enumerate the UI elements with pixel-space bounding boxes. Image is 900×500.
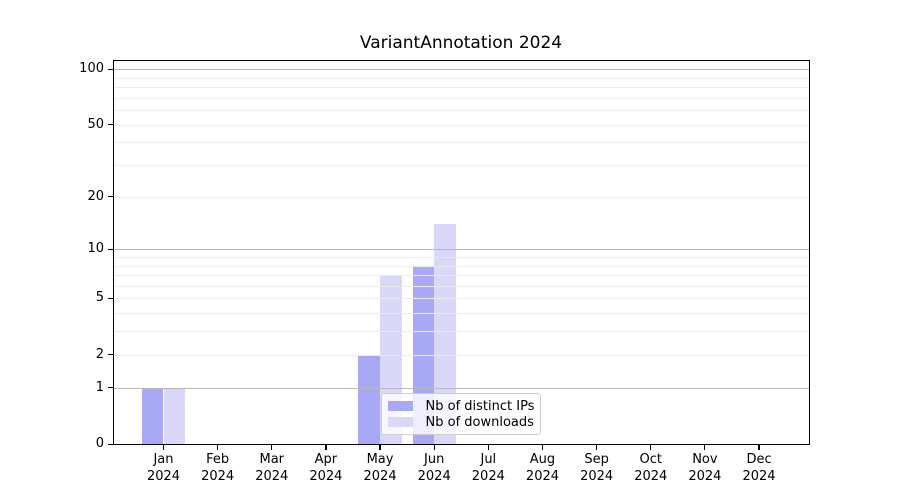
- minor-gridline-70: [113, 97, 809, 99]
- x-tick-year: 2024: [471, 469, 505, 484]
- x-tick-label-feb: Feb 2024: [188, 451, 248, 485]
- x-tick-year: 2024: [742, 469, 776, 484]
- x-tick-month: Sep: [584, 452, 609, 467]
- x-tick-label-may: May 2024: [350, 451, 410, 485]
- minor-gridline-90: [113, 77, 809, 79]
- minor-gridline-5: [113, 298, 809, 300]
- x-tick-year: 2024: [634, 469, 668, 484]
- minor-gridline-20: [113, 196, 809, 198]
- x-tick-year: 2024: [201, 469, 235, 484]
- y-tick-mark-100: [107, 68, 113, 70]
- major-gridline-100: [113, 69, 809, 71]
- x-tick-mark-feb: [217, 445, 219, 450]
- y-tick-mark-2: [107, 354, 113, 356]
- minor-gridline-3: [113, 331, 809, 333]
- x-tick-label-jan: Jan 2024: [134, 451, 194, 485]
- bar-nb-of-distinct-ips-jan: [141, 387, 164, 444]
- y-tick-label-0: 0: [95, 436, 104, 451]
- major-gridline-10: [113, 249, 809, 251]
- x-tick-mark-jun: [433, 445, 435, 450]
- x-tick-year: 2024: [688, 469, 722, 484]
- y-tick-mark-0: [107, 443, 113, 445]
- x-tick-month: Nov: [692, 452, 718, 467]
- plot-area: Nb of distinct IPs Nb of downloads: [112, 60, 810, 445]
- y-tick-label-1: 1: [95, 379, 104, 395]
- x-tick-month: Jan: [153, 452, 174, 467]
- y-tick-mark-1: [107, 387, 113, 389]
- x-tick-label-apr: Apr 2024: [296, 451, 356, 485]
- minor-gridline-9: [113, 257, 809, 258]
- minor-gridline-8: [113, 265, 809, 267]
- x-tick-label-jun: Jun 2024: [404, 451, 464, 485]
- x-tick-month: Oct: [639, 452, 662, 467]
- x-tick-mark-dec: [758, 445, 760, 450]
- y-tick-label-100: 100: [79, 61, 104, 77]
- bar-nb-of-distinct-ips-may: [358, 354, 381, 444]
- x-tick-month: May: [366, 452, 394, 467]
- y-tick-mark-50: [107, 124, 113, 126]
- x-tick-label-aug: Aug 2024: [512, 451, 572, 485]
- x-tick-year: 2024: [580, 469, 614, 484]
- minor-gridline-60: [113, 110, 809, 112]
- x-tick-label-oct: Oct 2024: [621, 451, 681, 485]
- x-tick-mark-nov: [704, 445, 706, 450]
- y-tick-label-5: 5: [95, 290, 104, 306]
- major-gridline-1: [113, 387, 809, 389]
- x-tick-month: Feb: [206, 452, 230, 467]
- legend-label-distinct-ips: Nb of distinct IPs: [425, 398, 535, 414]
- x-tick-year: 2024: [146, 469, 181, 484]
- minor-gridline-7: [113, 275, 809, 277]
- legend: Nb of distinct IPs Nb of downloads: [380, 393, 541, 435]
- x-tick-mark-may: [379, 445, 381, 450]
- x-tick-mark-jan: [162, 445, 165, 450]
- x-tick-year: 2024: [363, 469, 397, 484]
- x-tick-year: 2024: [309, 469, 343, 484]
- x-tick-month: Apr: [314, 452, 338, 467]
- x-tick-label-jul: Jul 2024: [458, 451, 518, 485]
- x-tick-label-nov: Nov 2024: [675, 451, 735, 485]
- x-tick-label-mar: Mar 2024: [242, 451, 302, 485]
- y-tick-mark-10: [107, 248, 113, 250]
- x-tick-mark-aug: [541, 445, 544, 450]
- x-tick-mark-sep: [596, 445, 598, 450]
- minor-gridline-40: [113, 142, 809, 144]
- minor-gridline-50: [113, 124, 809, 126]
- x-tick-month: Jul: [480, 452, 497, 467]
- chart-title: VariantAnnotation 2024: [359, 33, 563, 53]
- x-tick-month: Jun: [424, 452, 445, 467]
- bar-nb-of-downloads-jan: [163, 387, 186, 444]
- x-tick-label-sep: Sep 2024: [567, 451, 627, 485]
- x-tick-mark-apr: [325, 445, 327, 450]
- minor-gridline-2: [113, 354, 809, 356]
- legend-label-downloads: Nb of downloads: [425, 414, 534, 430]
- minor-gridline-6: [113, 285, 809, 287]
- bar-nb-of-downloads-jun: [434, 224, 456, 444]
- y-tick-mark-20: [107, 196, 113, 198]
- minor-gridline-80: [113, 87, 809, 89]
- x-tick-mark-jul: [487, 445, 489, 450]
- minor-gridline-30: [113, 165, 809, 167]
- x-tick-label-dec: Dec 2024: [729, 451, 789, 485]
- x-tick-mark-mar: [271, 445, 273, 450]
- x-tick-month: Aug: [529, 452, 556, 467]
- legend-item-distinct-ips: Nb of distinct IPs: [387, 398, 535, 414]
- y-tick-label-50: 50: [87, 116, 104, 132]
- legend-swatch-distinct-ips: [387, 401, 413, 411]
- y-tick-label-10: 10: [87, 241, 104, 257]
- x-tick-mark-oct: [650, 445, 652, 450]
- x-tick-year: 2024: [417, 469, 451, 484]
- y-tick-mark-5: [107, 297, 113, 300]
- legend-swatch-downloads: [387, 417, 413, 427]
- legend-item-downloads: Nb of downloads: [387, 414, 534, 430]
- x-tick-month: Dec: [746, 452, 772, 467]
- y-tick-label-2: 2: [95, 346, 104, 362]
- x-tick-year: 2024: [255, 469, 289, 484]
- x-tick-month: Mar: [259, 452, 285, 467]
- minor-gridline-4: [113, 313, 809, 315]
- y-tick-label-20: 20: [87, 188, 104, 204]
- grid-layer: [113, 61, 809, 444]
- x-tick-year: 2024: [525, 469, 560, 484]
